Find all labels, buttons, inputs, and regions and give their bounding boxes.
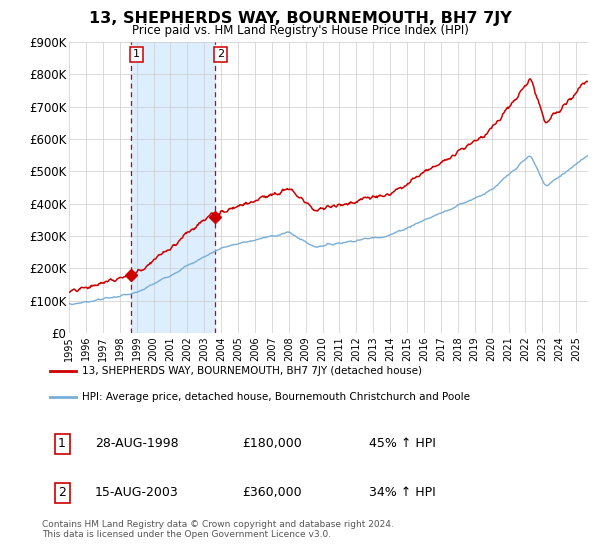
Text: Price paid vs. HM Land Registry's House Price Index (HPI): Price paid vs. HM Land Registry's House … xyxy=(131,24,469,37)
Text: 15-AUG-2003: 15-AUG-2003 xyxy=(95,486,179,499)
Text: Contains HM Land Registry data © Crown copyright and database right 2024.
This d: Contains HM Land Registry data © Crown c… xyxy=(42,520,394,539)
Text: 45% ↑ HPI: 45% ↑ HPI xyxy=(370,437,436,450)
Text: 1: 1 xyxy=(133,49,140,59)
Text: £360,000: £360,000 xyxy=(242,486,302,499)
Text: 2: 2 xyxy=(58,486,66,499)
Text: 28-AUG-1998: 28-AUG-1998 xyxy=(95,437,178,450)
Text: 13, SHEPHERDS WAY, BOURNEMOUTH, BH7 7JY (detached house): 13, SHEPHERDS WAY, BOURNEMOUTH, BH7 7JY … xyxy=(82,366,422,376)
Text: £180,000: £180,000 xyxy=(242,437,302,450)
Text: 34% ↑ HPI: 34% ↑ HPI xyxy=(370,486,436,499)
Text: HPI: Average price, detached house, Bournemouth Christchurch and Poole: HPI: Average price, detached house, Bour… xyxy=(82,391,470,402)
Text: 2: 2 xyxy=(217,49,224,59)
Text: 1: 1 xyxy=(58,437,66,450)
Bar xyxy=(131,42,215,333)
Text: 13, SHEPHERDS WAY, BOURNEMOUTH, BH7 7JY: 13, SHEPHERDS WAY, BOURNEMOUTH, BH7 7JY xyxy=(89,11,511,26)
